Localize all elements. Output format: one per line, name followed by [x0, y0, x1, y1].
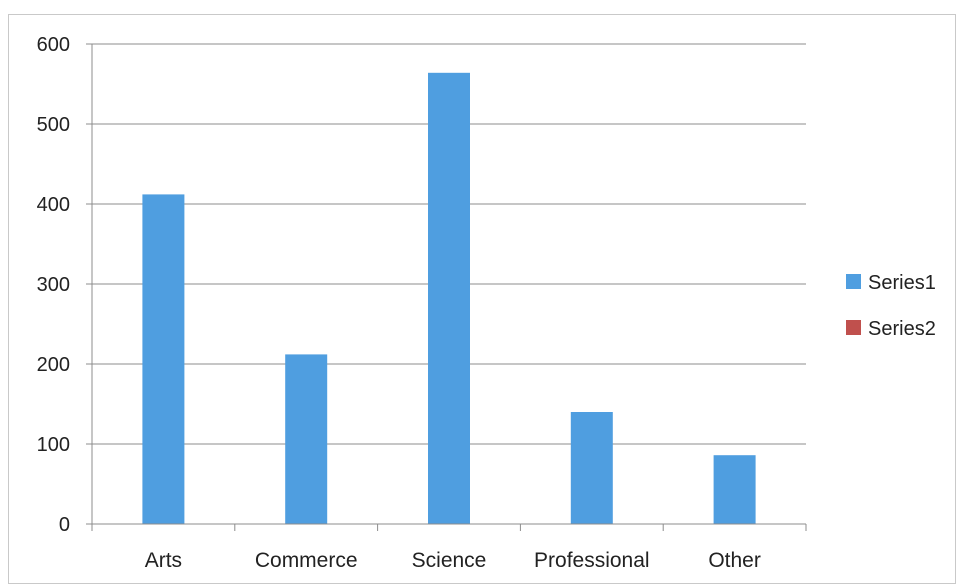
- legend-label-series2: Series2: [868, 318, 936, 340]
- x-tick-label: Professional: [534, 549, 650, 572]
- y-tick-label: 100: [37, 434, 70, 456]
- x-tick-label: Other: [708, 549, 761, 572]
- y-tick-label: 200: [37, 354, 70, 376]
- y-tick-label: 300: [37, 274, 70, 296]
- bar-commerce: [285, 354, 327, 524]
- bar-science: [428, 73, 470, 524]
- y-tick-label: 0: [59, 514, 70, 536]
- bar-professional: [571, 412, 613, 524]
- legend-label-series1: Series1: [868, 272, 936, 294]
- y-tick-label: 500: [37, 114, 70, 136]
- legend: Series1 Series2: [846, 272, 936, 340]
- x-tick-label: Science: [412, 549, 487, 572]
- bars: [142, 73, 755, 524]
- legend-swatch-series1: [846, 274, 861, 289]
- y-axis: 0 100 200 300 400 500 600: [37, 34, 92, 536]
- bar-other: [714, 455, 756, 524]
- x-tick-label: Arts: [145, 549, 182, 572]
- y-tick-label: 400: [37, 194, 70, 216]
- x-tick-label: Commerce: [255, 549, 358, 572]
- bar-arts: [142, 194, 184, 524]
- legend-swatch-series2: [846, 320, 861, 335]
- x-axis: Arts Commerce Science Professional Other: [92, 524, 806, 572]
- y-tick-label: 600: [37, 34, 70, 56]
